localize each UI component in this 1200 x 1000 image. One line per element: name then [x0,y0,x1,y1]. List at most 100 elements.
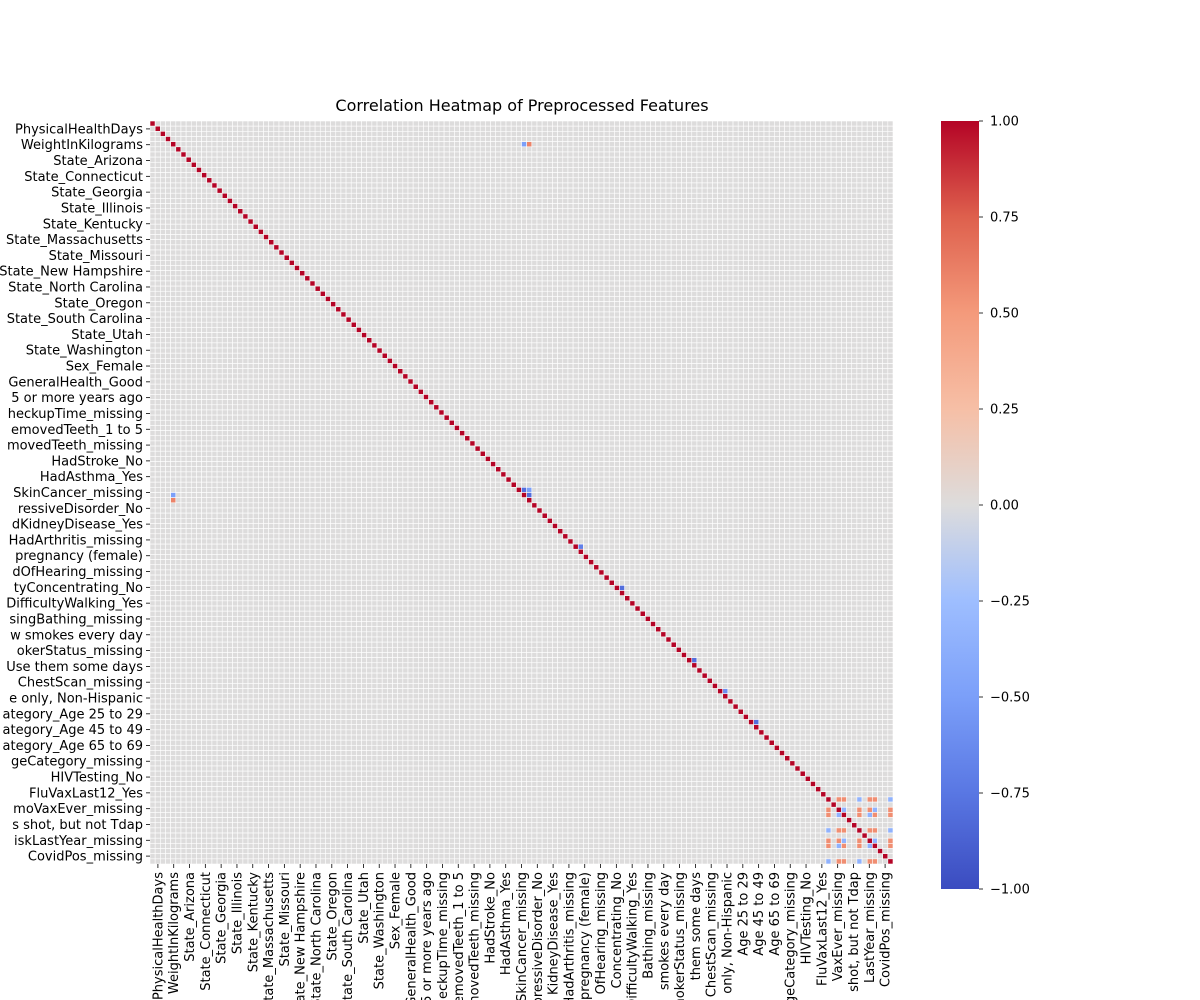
heatmap-cell [217,250,222,255]
heatmap-cell [429,219,434,224]
heatmap-cell [429,281,434,286]
heatmap-cell [702,142,707,147]
heatmap-cell [563,224,568,229]
heatmap-cell [155,142,160,147]
heatmap-cell [738,229,743,234]
heatmap-cell [465,178,470,183]
heatmap-cell [217,219,222,224]
heatmap-cell [496,229,501,234]
heatmap-cell [573,296,578,301]
heatmap-cell [769,286,774,291]
heatmap-cell [491,126,496,131]
heatmap-cell [573,152,578,157]
heatmap-cell [325,250,330,255]
heatmap-cell [635,178,640,183]
heatmap-cell [480,142,485,147]
heatmap-cell [666,126,671,131]
heatmap-cell [248,178,253,183]
heatmap-cell [558,198,563,203]
heatmap-cell [599,178,604,183]
heatmap-cell [325,193,330,198]
heatmap-cell [150,204,155,209]
heatmap-cell [300,178,305,183]
heatmap-cell [681,188,686,193]
heatmap-cell [604,245,609,250]
heatmap-cell [485,271,490,276]
heatmap-cell [300,147,305,152]
heatmap-cell [852,173,857,178]
heatmap-cell [702,178,707,183]
heatmap-cell [202,209,207,214]
heatmap-cell [614,281,619,286]
heatmap-cell [454,276,459,281]
heatmap-cell [759,255,764,260]
heatmap-cell [635,229,640,234]
heatmap-cell [243,167,248,172]
heatmap-cell [578,136,583,141]
heatmap-cell [516,147,521,152]
heatmap-cell [264,152,269,157]
heatmap-cell [635,188,640,193]
heatmap-cell [573,131,578,136]
heatmap-cell [749,235,754,240]
heatmap-cell [583,126,588,131]
heatmap-cell [676,178,681,183]
heatmap-cell [769,157,774,162]
heatmap-cell [645,162,650,167]
heatmap-cell [429,178,434,183]
heatmap-cell [470,296,475,301]
heatmap-cell [568,142,573,147]
heatmap-cell [310,167,315,172]
heatmap-cell [382,286,387,291]
heatmap-cell [883,126,888,131]
heatmap-cell [269,271,274,276]
heatmap-cell [387,131,392,136]
heatmap-cell [857,204,862,209]
heatmap-cell [171,183,176,188]
heatmap-cell [759,126,764,131]
heatmap-cell [718,157,723,162]
heatmap-cell [506,152,511,157]
heatmap-cell [872,245,877,250]
heatmap-cell [294,276,299,281]
heatmap-cell [666,255,671,260]
heatmap-cell [181,173,186,178]
heatmap-cell [645,131,650,136]
heatmap-cell [279,198,284,203]
heatmap-cell [563,276,568,281]
heatmap-cell [491,260,496,265]
heatmap-cell [165,281,170,286]
heatmap-cell [387,204,392,209]
heatmap-cell [300,214,305,219]
heatmap-cell [666,147,671,152]
heatmap-cell [217,245,222,250]
heatmap-cell [465,121,470,126]
heatmap-cell [475,152,480,157]
heatmap-cell [609,286,614,291]
heatmap-cell [516,162,521,167]
heatmap-cell [692,271,697,276]
heatmap-cell [516,235,521,240]
heatmap-cell [243,173,248,178]
heatmap-cell [614,188,619,193]
heatmap-cell [779,250,784,255]
heatmap-cell [207,193,212,198]
heatmap-cell [847,240,852,245]
heatmap-cell [413,136,418,141]
heatmap-cell [274,250,279,255]
heatmap-cell [836,224,841,229]
heatmap-cell [625,152,630,157]
heatmap-cell [449,198,454,203]
heatmap-cell [449,235,454,240]
heatmap-cell [769,142,774,147]
heatmap-cell [702,286,707,291]
heatmap-cell [604,173,609,178]
heatmap-cell [589,183,594,188]
heatmap-cell [728,224,733,229]
heatmap-cell [687,245,692,250]
heatmap-cell [614,209,619,214]
heatmap-cell [356,204,361,209]
heatmap-cell [233,142,238,147]
heatmap-cell [356,281,361,286]
heatmap-cell [496,173,501,178]
